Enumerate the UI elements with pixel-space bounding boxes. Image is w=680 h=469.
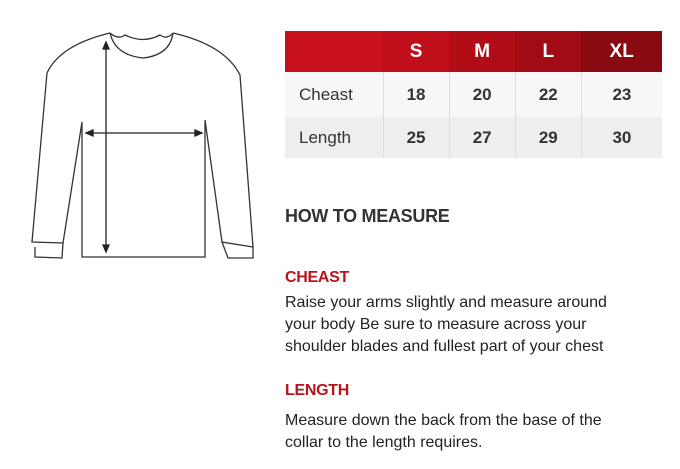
cell: 29 <box>515 117 582 158</box>
row-label: Length <box>285 117 384 158</box>
how-to-title: HOW TO MEASURE <box>285 206 450 226</box>
length-instructions: Measure down the back from the base of t… <box>285 410 602 454</box>
text-line: your body Be sure to measure across your <box>285 316 587 333</box>
cell: 27 <box>449 117 516 158</box>
header-s: S <box>383 31 450 72</box>
cell: 18 <box>383 72 450 117</box>
cell: 30 <box>581 117 662 158</box>
text-line: Measure down the back from the base of t… <box>285 412 602 429</box>
text-line: collar to the length requires. <box>285 434 483 451</box>
length-arrow <box>102 40 110 254</box>
text-line: shoulder blades and fullest part of your… <box>285 338 604 355</box>
table-row: Cheast 18 20 22 23 <box>285 72 662 117</box>
cell: 20 <box>449 72 516 117</box>
row-label: Cheast <box>285 72 384 117</box>
cell: 22 <box>515 72 582 117</box>
chest-instructions: Raise your arms slightly and measure aro… <box>285 292 607 358</box>
sweater-diagram <box>31 32 254 259</box>
header-m: M <box>449 31 516 72</box>
length-heading: LENGTH <box>285 382 349 399</box>
table-row: Length 25 27 29 30 <box>285 117 662 158</box>
header-xl: XL <box>581 31 662 72</box>
chest-arrow <box>84 129 204 137</box>
text-line: Raise your arms slightly and measure aro… <box>285 294 607 311</box>
cell: 23 <box>581 72 662 117</box>
header-empty <box>285 31 383 72</box>
size-table: S M L XL Cheast 18 20 22 23 Length 25 27… <box>285 31 662 158</box>
header-l: L <box>515 31 582 72</box>
cell: 25 <box>383 117 450 158</box>
chest-heading: CHEAST <box>285 269 349 286</box>
table-header-row: S M L XL <box>285 31 662 72</box>
